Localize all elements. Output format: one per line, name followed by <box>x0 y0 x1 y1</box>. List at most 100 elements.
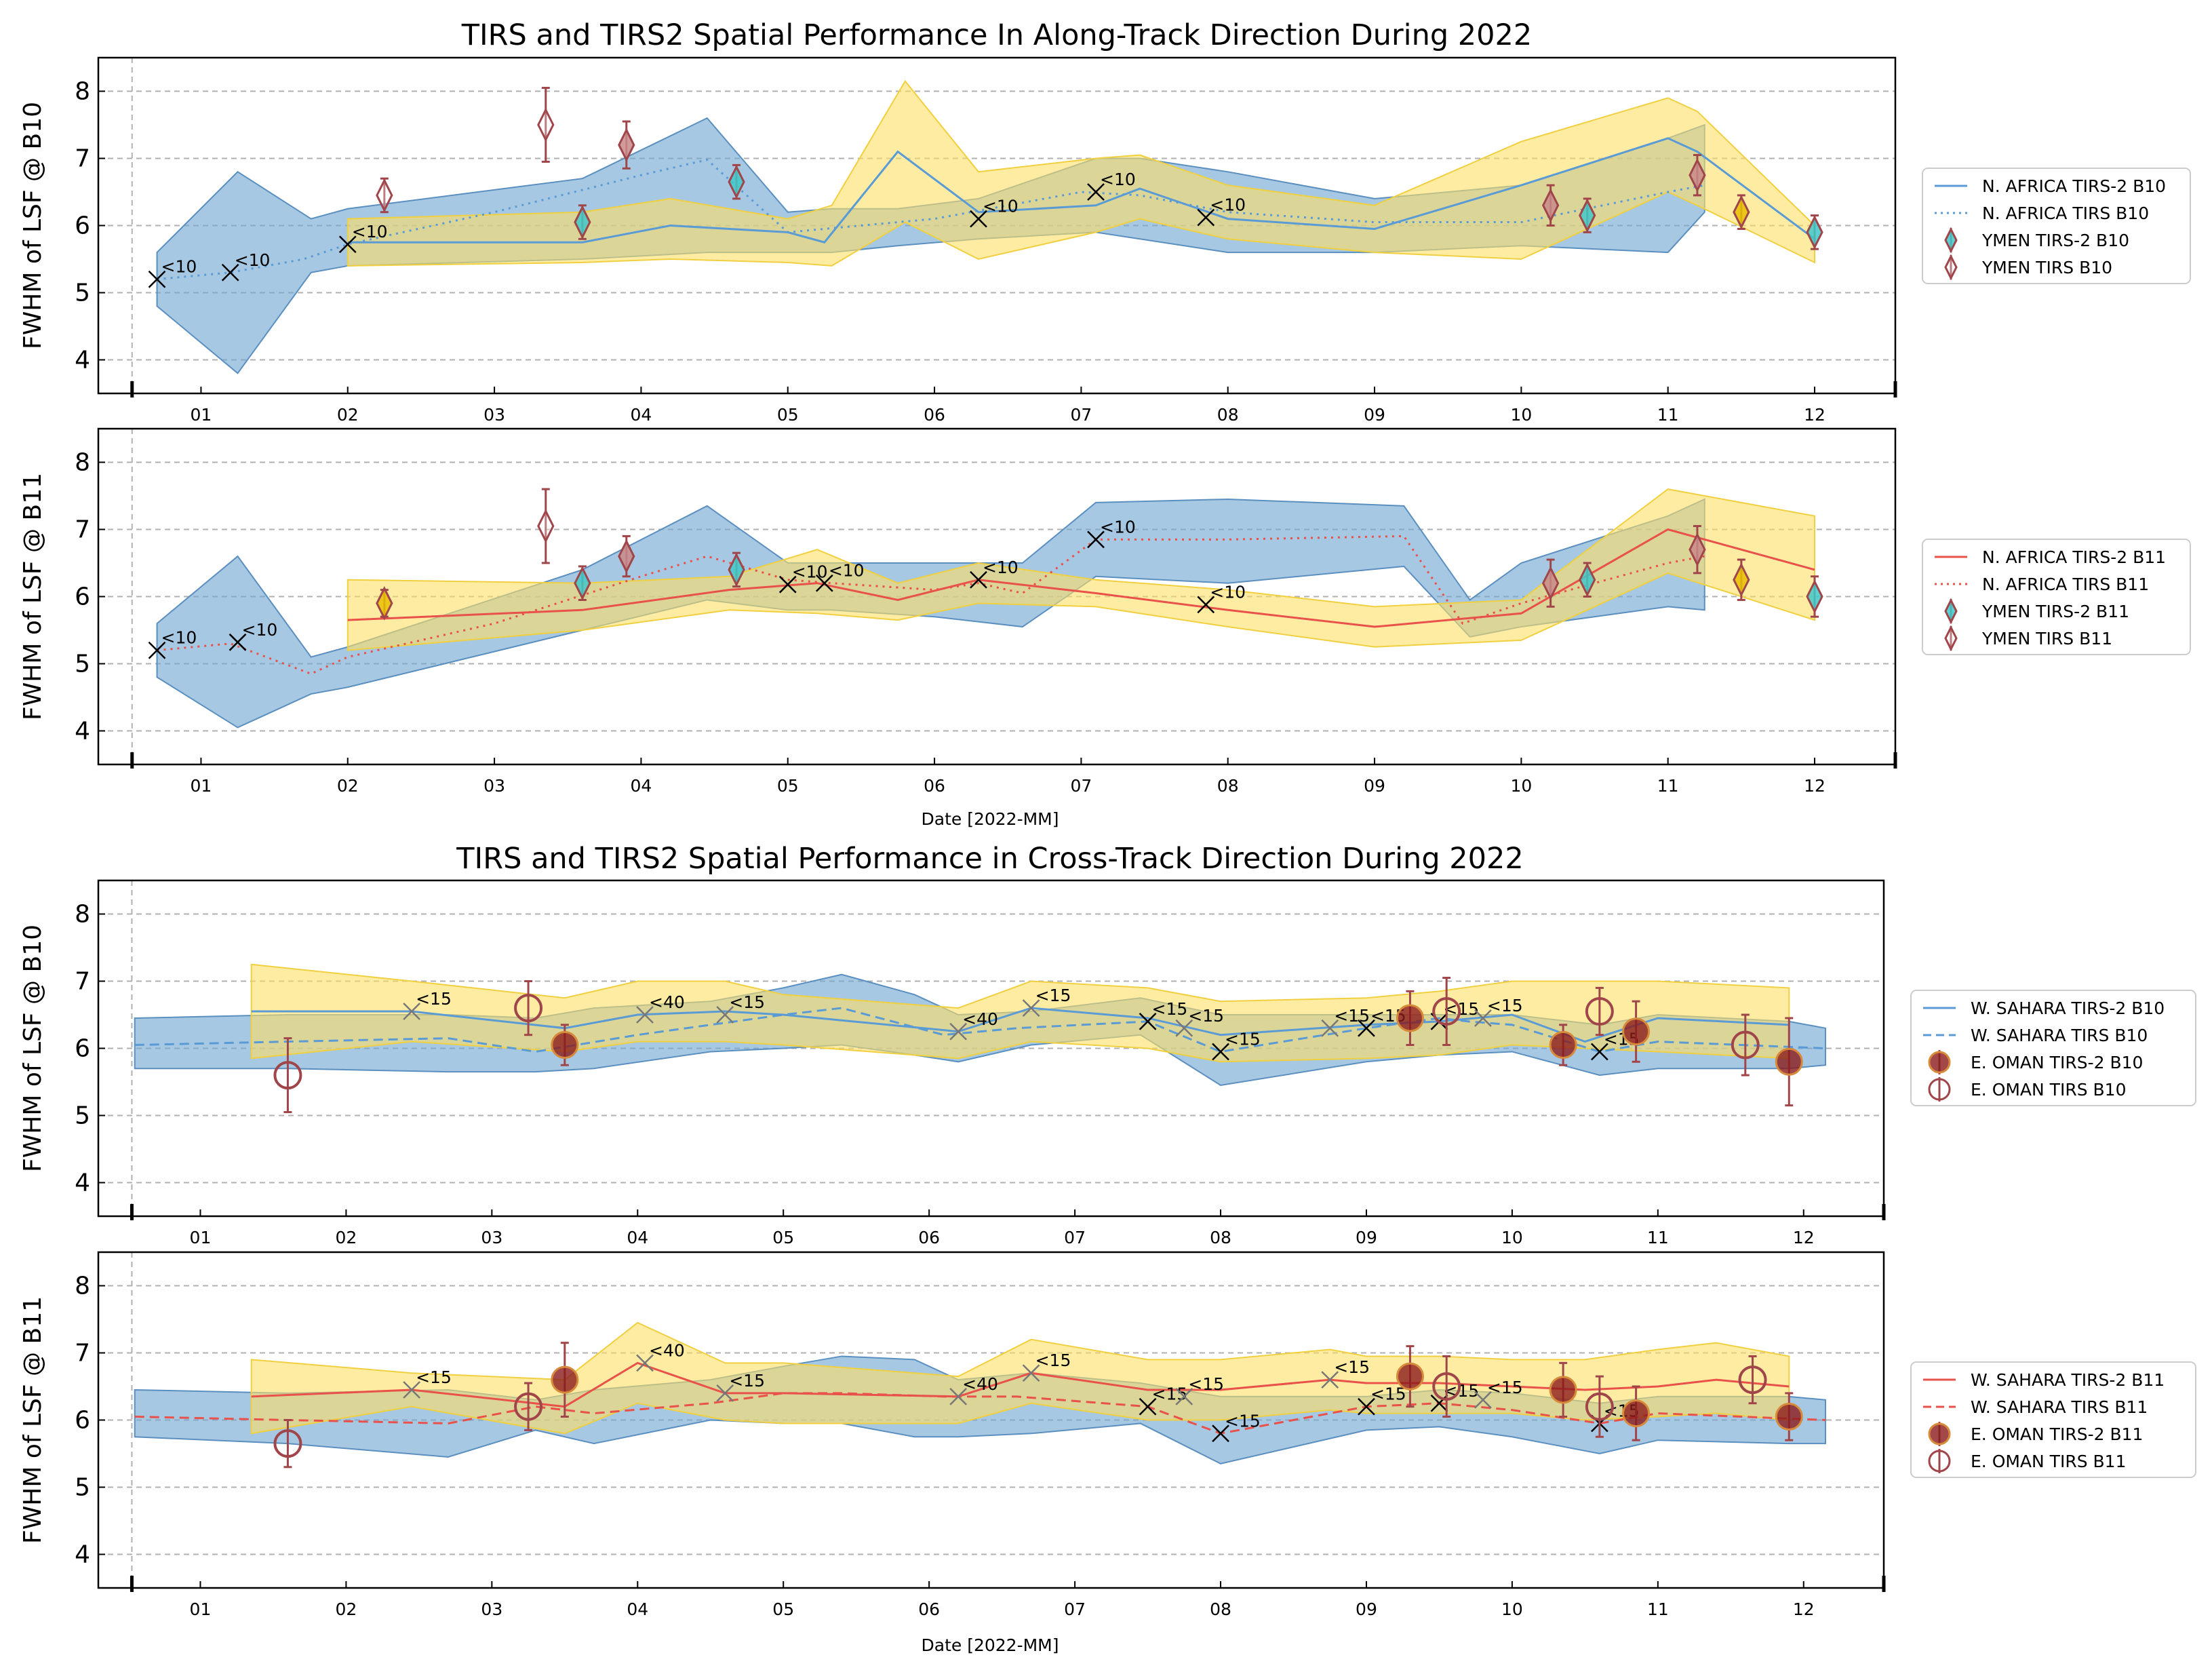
x-tick-label: 08 <box>1210 1599 1231 1619</box>
diamond-marker <box>1688 154 1706 197</box>
y-tick-label: 7 <box>75 1340 90 1367</box>
cross-marker <box>970 570 987 589</box>
cross-stroke <box>1358 1019 1375 1037</box>
circle-marker <box>551 1342 579 1418</box>
x-tick-label: 12 <box>1793 1228 1815 1247</box>
circle-shape-filled <box>1775 1403 1803 1431</box>
x-tick-label: 11 <box>1647 1228 1669 1247</box>
circle-shape-open <box>514 994 543 1023</box>
x-tick-label: 04 <box>631 776 652 796</box>
x-tick-label: 10 <box>1501 1599 1523 1619</box>
x-tick-label: 08 <box>1217 776 1239 796</box>
cross-marker <box>815 574 833 592</box>
circle-marker <box>1396 990 1424 1047</box>
cross-marker <box>221 263 239 281</box>
panel-4: <15<40<15 <40<15<15<15<15<15<15 <15 <15<154… <box>19 1251 2196 1619</box>
cross-marker <box>636 1006 654 1024</box>
y-tick-label: 7 <box>75 968 90 996</box>
cross-marker <box>1321 1371 1339 1389</box>
x-tick-label: 09 <box>1356 1228 1377 1247</box>
legend-diamond-swatch <box>1944 254 1958 281</box>
y-tick-label: 4 <box>75 718 90 745</box>
y-tick-label: 7 <box>75 145 90 173</box>
legend: N. AFRICA TIRS-2 B11 N. AFRICA TIRS B11 YM… <box>1922 539 2191 655</box>
cross-marker <box>949 1387 968 1405</box>
series-line-2 <box>134 1007 1826 1053</box>
legend-box <box>1910 1361 2196 1478</box>
x-tick-label: 10 <box>1510 776 1532 796</box>
circle-shape-open <box>273 1429 302 1458</box>
y-tick-label: 4 <box>75 1169 90 1197</box>
cross-annotation: <15 <box>1035 986 1071 1005</box>
cross-stroke <box>1022 1364 1040 1382</box>
cross-stroke <box>1087 183 1105 201</box>
legend-circle-swatch <box>1928 1422 1951 1445</box>
x-tick-label: 12 <box>1793 1599 1815 1619</box>
cross-annotation: <10 <box>983 197 1019 216</box>
cross-annotation: <15 <box>1370 1384 1406 1404</box>
cross-stroke <box>716 1006 734 1024</box>
diamond-marker <box>574 204 591 240</box>
cross-marker <box>716 1006 734 1024</box>
legend-circle-swatch <box>1928 1450 1951 1473</box>
cross-stroke <box>778 575 797 594</box>
legend-label: YMEN TIRS B11 <box>1981 629 2112 648</box>
cross-stroke <box>1321 1019 1339 1037</box>
cross-annotation: <10 <box>242 620 278 640</box>
x-tick-label: 05 <box>777 405 799 425</box>
cross-marker <box>229 633 247 651</box>
legend-label: N. AFRICA TIRS B10 <box>1982 203 2149 223</box>
cross-stroke <box>1474 1009 1492 1027</box>
circle-shape-filled <box>1396 1004 1424 1032</box>
cross-stroke <box>1590 1043 1608 1061</box>
legend: W. SAHARA TIRS-2 B10 W. SAHARA TIRS B10 E.… <box>1910 990 2196 1106</box>
x-tick-label: 05 <box>772 1228 794 1247</box>
diamond-shape <box>537 509 555 543</box>
cross-stroke <box>1139 1013 1157 1030</box>
diamond-marker <box>1806 575 1823 618</box>
cross-annotation: <10 <box>161 628 197 648</box>
cross-stroke <box>815 574 833 592</box>
legend-label: W. SAHARA TIRS B11 <box>1971 1397 2148 1417</box>
circle-marker <box>1396 1345 1424 1408</box>
cross-annotation: <10 <box>235 250 271 270</box>
diamond-marker <box>537 488 555 564</box>
cross-annotation: <10 <box>1100 170 1136 189</box>
cross-marker <box>1430 1394 1448 1412</box>
x-tick-label: 03 <box>483 405 505 425</box>
y-tick-label: 5 <box>75 279 90 307</box>
cross-annotation: <10 <box>1210 195 1246 215</box>
circle-shape-open <box>1432 1372 1461 1401</box>
x-tick-label: 05 <box>772 1599 794 1619</box>
cross-stroke <box>148 270 166 288</box>
y-axis-label: FWHM of LSF @ B11 <box>19 1296 47 1544</box>
diamond-shape <box>618 539 635 574</box>
x-tick-label: 10 <box>1501 1228 1523 1247</box>
cross-stroke <box>148 641 166 659</box>
circle-marker <box>1549 1024 1577 1066</box>
cross-stroke <box>1197 596 1215 614</box>
circle-marker <box>514 1382 543 1431</box>
circle-marker <box>273 1037 302 1114</box>
cross-annotation: <15 <box>1225 1029 1261 1049</box>
x-tick-label: 01 <box>190 1599 212 1619</box>
y-tick-label: 4 <box>75 1541 90 1569</box>
y-tick-label: 8 <box>75 901 90 929</box>
x-tick-label: 03 <box>481 1228 502 1247</box>
cross-stroke <box>1022 999 1040 1017</box>
diamond-shape <box>1541 188 1560 223</box>
diamond-shape <box>1733 562 1750 598</box>
y-axis-label: FWHM of LSF @ B10 <box>19 102 47 349</box>
x-tick-label: 07 <box>1064 1599 1086 1619</box>
diamond-shape <box>1579 198 1596 233</box>
cross-marker <box>1474 1391 1492 1409</box>
cross-annotation: <15 <box>1152 999 1188 1019</box>
circle-shape-filled <box>1549 1031 1577 1060</box>
cross-stroke <box>1358 1397 1375 1416</box>
cross-marker <box>1197 208 1215 227</box>
circle-shape-filled <box>1622 1017 1651 1046</box>
legend-box <box>1922 539 2191 655</box>
legend-label: E. OMAN TIRS B10 <box>1971 1080 2126 1100</box>
diamond-marker <box>574 565 591 601</box>
